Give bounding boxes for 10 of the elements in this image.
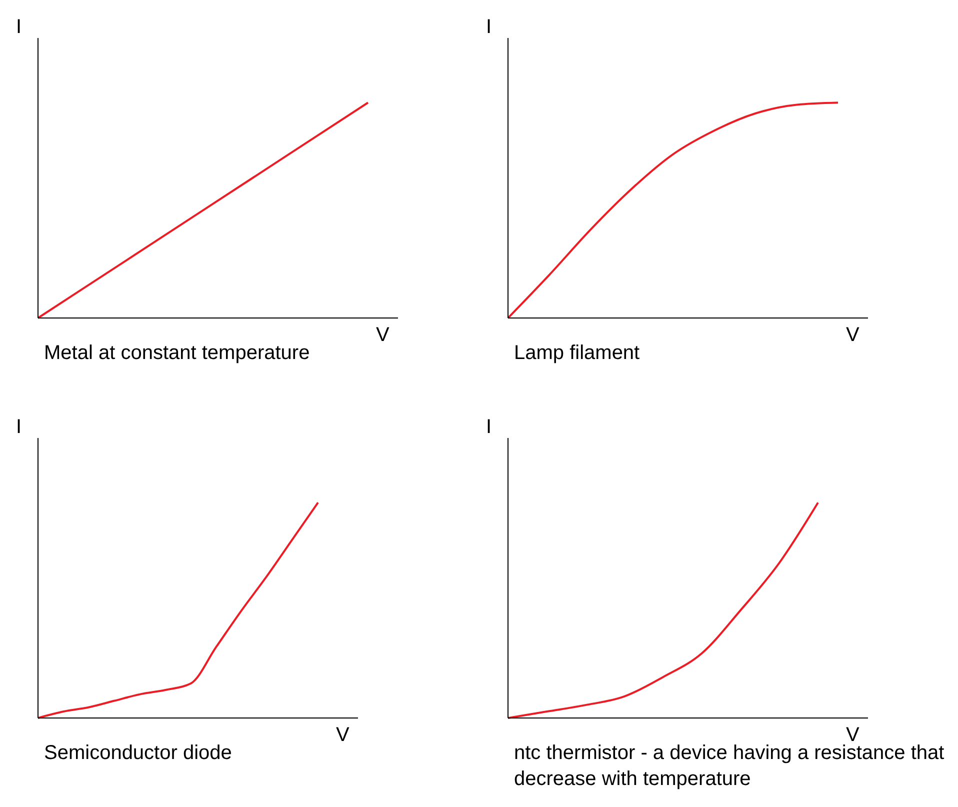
text: Lamp filament [514,342,640,364]
y-axis-title: I [486,416,492,439]
text: Metal at constant temperature [44,342,310,364]
y-axis-title: I [16,416,22,439]
text: Semiconductor diode [44,742,232,764]
x-axis-title: V [846,324,860,347]
y-axis-title: I [486,16,492,39]
y-axis-title: I [16,16,22,39]
x-axis-title: V [376,324,390,347]
x-axis-title: V [336,724,350,747]
